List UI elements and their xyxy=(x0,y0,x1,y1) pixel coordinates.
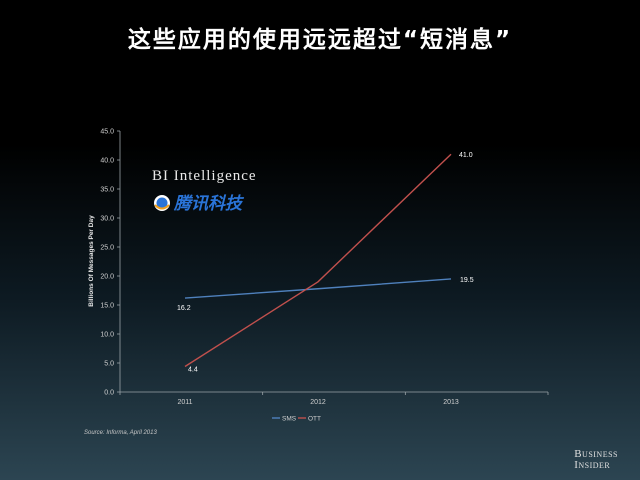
chart-legend: SMS OTT xyxy=(272,415,321,422)
legend-label-sms: SMS xyxy=(282,415,297,422)
y-tick-label: 40.0 xyxy=(100,158,114,165)
y-tick-label: 20.0 xyxy=(100,274,114,281)
data-label-ott: 41.0 xyxy=(459,152,473,159)
logo-line2: Insider xyxy=(574,459,611,471)
y-tick-label: 5.0 xyxy=(104,361,114,368)
y-tick-label: 45.0 xyxy=(100,129,114,136)
x-tick-label: 2013 xyxy=(443,399,459,406)
watermark-cn-text: 腾讯科技 xyxy=(173,194,245,214)
series-line-sms xyxy=(184,278,452,299)
bi-intelligence-watermark: BI Intelligence 腾讯科技 xyxy=(152,168,257,214)
y-tick-label: 10.0 xyxy=(100,332,114,339)
page-title: 这些应用的使用远远超过“短消息” xyxy=(127,27,513,53)
business-insider-logo: Business Insider xyxy=(574,449,618,471)
tencent-logo-inner xyxy=(156,197,168,209)
logo-line1: Business xyxy=(574,448,618,460)
x-tick-label: 2012 xyxy=(310,399,326,406)
series-lines xyxy=(184,153,452,368)
y-tick-label: 30.0 xyxy=(100,216,114,223)
y-axis-label: Billions Of Messages Per Day xyxy=(88,215,95,307)
legend-label-ott: OTT xyxy=(308,415,321,422)
chart-axes: 0.0 5.0 10.0 15.0 20.0 25.0 30.0 35.0 40.0 45.0 20… xyxy=(100,129,549,406)
y-tick-label: 35.0 xyxy=(100,187,114,194)
series-line-ott xyxy=(184,153,452,368)
x-tick-label: 2011 xyxy=(177,399,192,406)
y-tick-label: 0.0 xyxy=(104,390,114,397)
data-labels: 16.2 19.5 4.4 41.0 xyxy=(177,152,474,373)
y-tick-label: 25.0 xyxy=(100,245,114,252)
watermark-text: BI Intelligence xyxy=(152,168,257,184)
data-label-sms: 16.2 xyxy=(177,305,191,312)
source-note: Source: Informa, April 2013 xyxy=(84,430,157,436)
data-label-sms: 19.5 xyxy=(460,277,474,284)
tencent-logo-swoosh xyxy=(154,204,170,210)
y-tick-label: 15.0 xyxy=(100,303,114,310)
data-label-ott: 4.4 xyxy=(188,366,198,373)
